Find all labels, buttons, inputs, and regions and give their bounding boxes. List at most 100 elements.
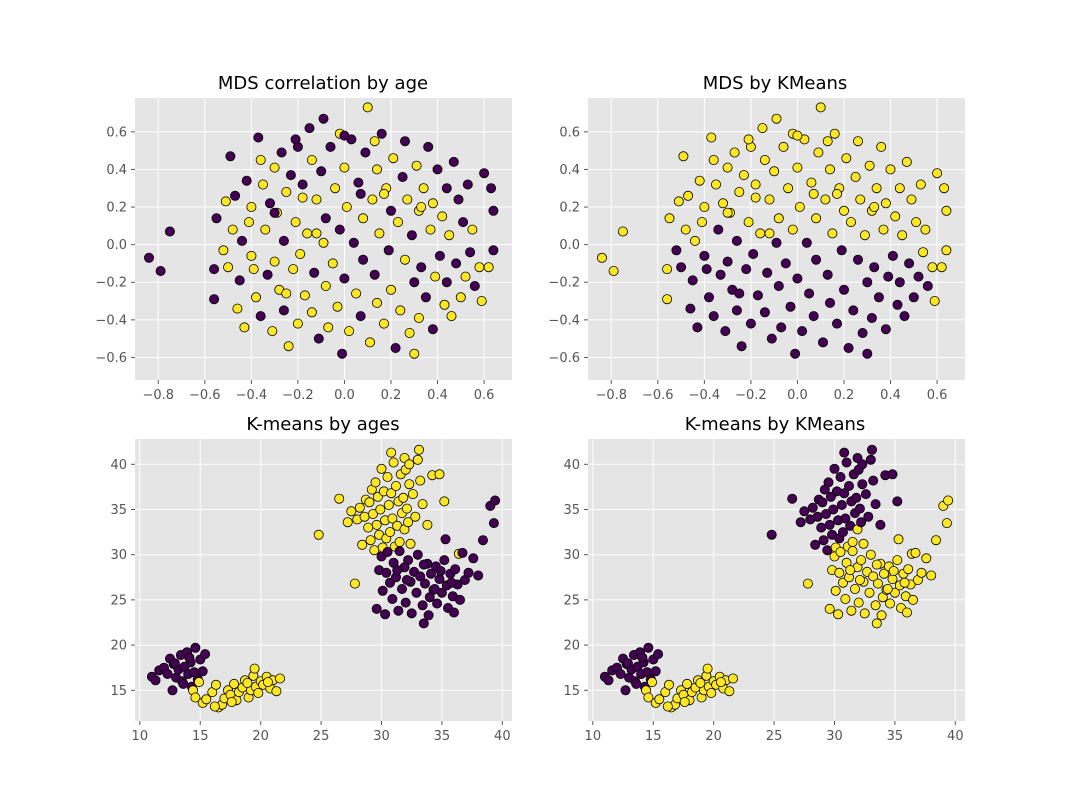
- data-point: [728, 673, 739, 684]
- data-point: [399, 136, 410, 147]
- data-point: [278, 305, 289, 316]
- data-point: [697, 217, 708, 228]
- data-point: [926, 570, 937, 581]
- data-point: [615, 669, 626, 680]
- panel-mds-correlation-by-age: MDS correlation by age −0.8 −0.6 −0.4 −0.2 0…: [95, 73, 512, 403]
- data-point: [320, 213, 331, 224]
- y-tick-label: 25: [563, 593, 580, 608]
- data-point: [250, 292, 261, 303]
- data-point: [915, 179, 926, 190]
- data-point: [362, 102, 373, 113]
- data-point: [899, 577, 910, 588]
- data-point: [850, 171, 861, 182]
- data-point: [323, 322, 334, 333]
- data-point: [458, 217, 469, 228]
- data-point: [397, 171, 408, 182]
- data-point: [795, 517, 806, 528]
- data-point: [941, 245, 952, 256]
- data-point: [664, 213, 675, 224]
- data-point: [887, 250, 898, 261]
- data-point: [731, 235, 742, 246]
- data-point: [469, 280, 480, 291]
- data-point: [850, 584, 861, 595]
- data-point: [234, 275, 245, 286]
- data-point: [392, 217, 403, 228]
- data-point: [801, 237, 812, 248]
- data-point: [766, 333, 777, 344]
- data-point: [190, 642, 201, 653]
- panel-title: K-means by ages: [246, 414, 399, 435]
- data-point: [679, 697, 690, 708]
- data-point: [430, 271, 441, 282]
- data-point: [887, 574, 898, 585]
- panel-title: K-means by KMeans: [685, 414, 866, 435]
- x-tick-label: 35: [887, 729, 904, 744]
- data-point: [752, 290, 763, 301]
- y-tick-label: 35: [563, 503, 580, 518]
- data-point: [267, 326, 278, 337]
- data-point: [412, 454, 423, 465]
- data-point: [780, 258, 791, 269]
- data-point: [824, 603, 835, 614]
- data-point: [715, 269, 726, 280]
- data-point: [736, 341, 747, 352]
- data-point: [682, 678, 693, 689]
- data-point: [415, 571, 426, 582]
- data-point: [766, 529, 777, 540]
- data-point: [892, 496, 903, 507]
- data-point: [812, 511, 823, 522]
- data-point: [385, 284, 396, 295]
- x-tick-label: 15: [645, 729, 662, 744]
- data-point: [423, 141, 434, 152]
- data-points: [597, 102, 952, 359]
- data-point: [417, 600, 428, 611]
- data-point: [864, 587, 875, 598]
- data-point: [402, 194, 413, 205]
- data-point: [894, 183, 905, 194]
- data-point: [743, 134, 754, 145]
- data-point: [339, 162, 350, 173]
- data-point: [879, 568, 890, 579]
- x-tick-label: 10: [585, 729, 602, 744]
- data-point: [755, 228, 766, 239]
- data-point: [278, 235, 289, 246]
- y-tick-label: 20: [563, 639, 580, 654]
- data-point: [839, 488, 850, 499]
- x-tick-label: −0.6: [189, 388, 221, 403]
- data-point: [288, 264, 299, 275]
- data-point: [841, 457, 852, 468]
- data-point: [385, 205, 396, 216]
- y-tick-label: 0.6: [559, 125, 580, 140]
- y-tick-label: 0.4: [559, 163, 580, 178]
- data-point: [371, 297, 382, 308]
- x-tick-label: 0.0: [334, 388, 355, 403]
- data-point: [351, 288, 362, 299]
- panel-title: MDS correlation by age: [218, 73, 428, 94]
- data-point: [871, 559, 882, 570]
- data-point: [410, 511, 421, 522]
- data-point: [931, 535, 942, 546]
- data-point: [704, 292, 715, 303]
- data-point: [418, 183, 429, 194]
- data-point: [816, 522, 827, 533]
- data-point: [468, 553, 479, 564]
- data-point: [699, 201, 710, 212]
- data-point: [822, 269, 833, 280]
- data-point: [229, 678, 240, 689]
- data-point: [743, 217, 754, 228]
- data-point: [822, 136, 833, 147]
- data-point: [434, 574, 445, 585]
- data-point: [232, 303, 243, 314]
- panel-title: MDS by KMeans: [703, 73, 848, 94]
- data-point: [390, 342, 401, 353]
- data-point: [255, 154, 266, 165]
- data-point: [209, 701, 220, 712]
- data-point: [836, 499, 847, 510]
- data-point: [706, 132, 717, 143]
- data-point: [355, 311, 366, 322]
- data-point: [418, 559, 429, 570]
- data-point: [867, 444, 878, 455]
- data-point: [388, 153, 399, 164]
- data-point: [409, 348, 420, 359]
- data-point: [209, 264, 220, 275]
